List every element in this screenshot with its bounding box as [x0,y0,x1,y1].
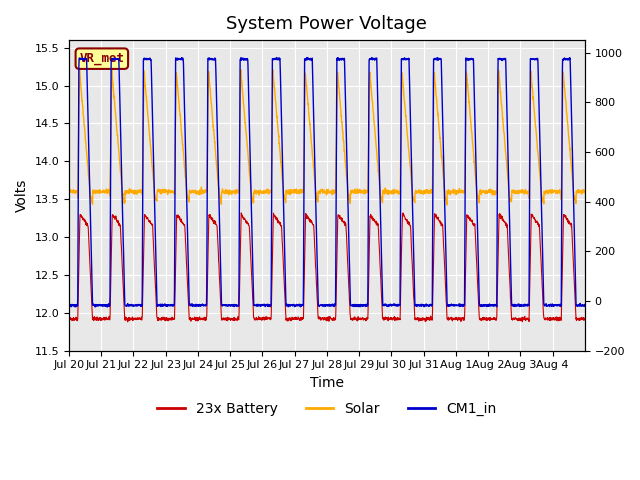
Text: VR_met: VR_met [79,52,124,65]
Title: System Power Voltage: System Power Voltage [227,15,428,33]
Y-axis label: Volts: Volts [15,179,29,212]
X-axis label: Time: Time [310,376,344,390]
Legend: 23x Battery, Solar, CM1_in: 23x Battery, Solar, CM1_in [152,396,502,421]
